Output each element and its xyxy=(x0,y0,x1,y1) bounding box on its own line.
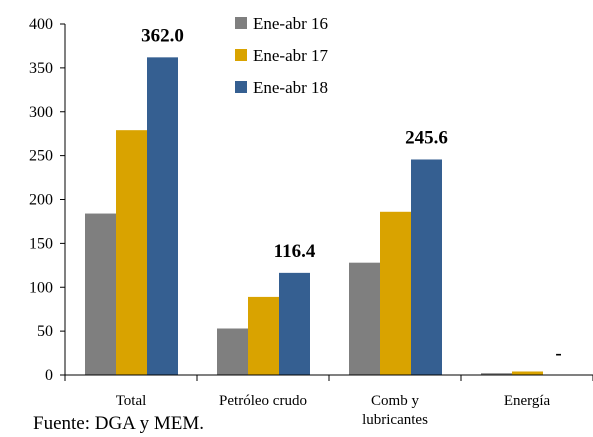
data-label: 362.0 xyxy=(141,25,184,46)
legend-label: Ene-abr 17 xyxy=(253,46,329,65)
y-tick-label: 100 xyxy=(29,279,53,296)
data-label: 245.6 xyxy=(405,127,448,148)
bar xyxy=(85,213,116,375)
bar xyxy=(279,272,310,375)
bar xyxy=(380,211,411,375)
x-category-label: Petróleo crudo xyxy=(219,393,307,409)
bar xyxy=(116,130,147,375)
bar xyxy=(512,371,543,375)
bar xyxy=(411,159,442,375)
legend-swatch xyxy=(235,49,247,61)
legend-label: Ene-abr 18 xyxy=(253,78,328,97)
y-tick-label: 250 xyxy=(29,148,53,165)
y-tick-label: 400 xyxy=(29,16,53,33)
legend-swatch xyxy=(235,17,247,29)
bar xyxy=(349,262,380,375)
x-category-label: Energía xyxy=(504,393,551,409)
y-axis: 0 50 100 150 200 250 300 350 400 xyxy=(29,16,66,384)
bar xyxy=(147,57,178,375)
bar xyxy=(217,328,248,375)
x-category-label: Total xyxy=(116,393,147,409)
data-label: - xyxy=(555,343,561,364)
bar xyxy=(248,296,279,375)
legend-swatch xyxy=(235,81,247,93)
y-tick-label: 300 xyxy=(29,104,53,121)
legend: Ene-abr 16 Ene-abr 17 Ene-abr 18 xyxy=(235,14,329,97)
y-tick-label: 50 xyxy=(37,323,53,340)
bars xyxy=(85,57,543,375)
data-labels: 362.0 116.4 245.6 - xyxy=(141,25,562,364)
legend-label: Ene-abr 16 xyxy=(253,14,328,33)
source-note: Fuente: DGA y MEM. xyxy=(33,413,204,434)
data-label: 116.4 xyxy=(274,241,316,262)
y-tick-label: 150 xyxy=(29,235,53,252)
y-tick-label: 0 xyxy=(45,367,53,384)
x-category-label: Comb y lubricantes xyxy=(362,393,428,428)
y-tick-label: 200 xyxy=(29,192,53,209)
y-tick-label: 350 xyxy=(29,60,53,77)
bar xyxy=(481,373,512,375)
x-axis: Total Petróleo crudo Comb y lubricantes Ener… xyxy=(64,374,593,428)
